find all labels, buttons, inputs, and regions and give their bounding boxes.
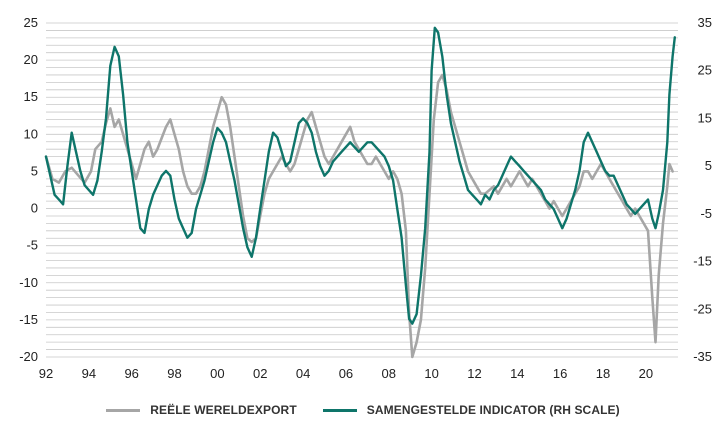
right-tick-label: -35 xyxy=(693,349,712,364)
legend-swatch-export xyxy=(106,408,141,412)
series-lines xyxy=(44,26,676,359)
right-tick-label: 15 xyxy=(698,110,712,125)
left-tick-label: 25 xyxy=(24,15,38,30)
x-tick-label: 04 xyxy=(296,366,310,381)
x-tick-label: 02 xyxy=(253,366,267,381)
x-tick-label: 00 xyxy=(210,366,224,381)
x-tick-label: 98 xyxy=(167,366,181,381)
left-tick-label: -15 xyxy=(19,312,38,327)
left-tick-label: 0 xyxy=(31,201,38,216)
left-tick-label: -5 xyxy=(26,238,38,253)
grid-lines xyxy=(46,22,678,358)
right-tick-label: -5 xyxy=(700,206,712,221)
x-tick-label: 92 xyxy=(39,366,53,381)
x-tick-label: 20 xyxy=(639,366,653,381)
right-tick-label: -25 xyxy=(693,301,712,316)
legend-label-export: REËLE WERELDEXPORT xyxy=(150,403,297,417)
x-tick-label: 10 xyxy=(424,366,438,381)
left-axis-ticks: 25 20 15 10 5 0 -5 -10 -15 -20 xyxy=(19,15,38,364)
x-tick-label: 08 xyxy=(382,366,396,381)
legend-item-export: REËLE WERELDEXPORT xyxy=(106,403,297,417)
legend-swatch-indicator xyxy=(322,408,357,412)
x-tick-label: 16 xyxy=(553,366,567,381)
legend-item-indicator: SAMENGESTELDE INDICATOR (RH SCALE) xyxy=(322,403,620,417)
right-axis-ticks: 35 25 15 5 -5 -15 -25 -35 xyxy=(693,15,712,364)
x-tick-label: 06 xyxy=(339,366,353,381)
left-tick-label: 5 xyxy=(31,163,38,178)
right-tick-label: 5 xyxy=(705,158,712,173)
x-tick-label: 12 xyxy=(467,366,481,381)
legend-label-indicator: SAMENGESTELDE INDICATOR (RH SCALE) xyxy=(366,403,620,417)
left-tick-label: 15 xyxy=(24,89,38,104)
left-tick-label: 10 xyxy=(24,126,38,141)
right-tick-label: -15 xyxy=(693,254,712,269)
left-tick-label: 20 xyxy=(24,52,38,67)
x-tick-label: 96 xyxy=(124,366,138,381)
x-tick-label: 94 xyxy=(82,366,96,381)
left-tick-label: -20 xyxy=(19,349,38,364)
series-line-indicator xyxy=(44,26,676,325)
x-tick-label: 18 xyxy=(596,366,610,381)
legend: REËLE WERELDEXPORT SAMENGESTELDE INDICAT… xyxy=(0,398,726,422)
right-tick-label: 25 xyxy=(698,63,712,78)
right-tick-label: 35 xyxy=(698,15,712,30)
x-axis-ticks: 92 94 96 98 00 02 04 06 08 10 12 14 16 18 20 xyxy=(39,366,653,381)
left-tick-label: -10 xyxy=(19,275,38,290)
x-tick-label: 14 xyxy=(510,366,524,381)
